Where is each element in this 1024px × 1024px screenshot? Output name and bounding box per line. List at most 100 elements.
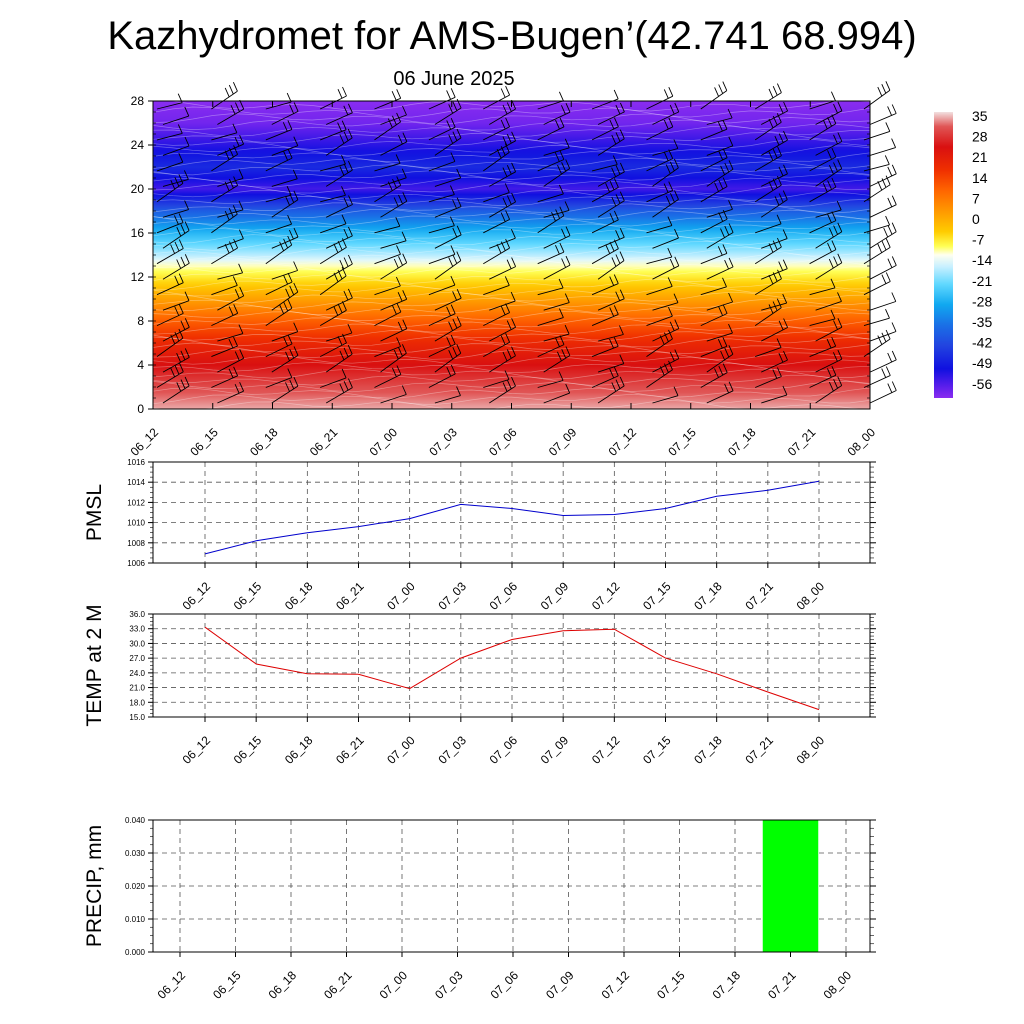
x-tick-label: 07_06 <box>487 579 521 613</box>
x-tick-label: 07_12 <box>606 425 640 459</box>
y-tick-label: 1014 <box>127 478 145 487</box>
x-tick-label: 06_18 <box>282 579 316 613</box>
x-tick-label: 06_12 <box>180 733 214 767</box>
colorbar-label: -49 <box>972 355 992 371</box>
x-tick-label: 07_09 <box>538 579 572 613</box>
temp2m-panel: 15.0 18.0 21.0 24.0 27.0 30.0 33.0 36.0 06_12 06_… <box>83 604 876 767</box>
colorbar-label: -42 <box>972 335 992 351</box>
y-tick-label: 36.0 <box>129 610 145 619</box>
y-tick-label: 1008 <box>127 539 145 548</box>
x-tick-label: 07_12 <box>589 579 623 613</box>
x-tick-label: 07_12 <box>599 968 633 1002</box>
x-tick-label: 08_00 <box>794 733 828 767</box>
y-tick-label: 1012 <box>127 498 145 507</box>
x-tick-label: 07_06 <box>486 425 520 459</box>
panel-frame <box>152 461 871 564</box>
x-tick-label: 07_15 <box>640 733 674 767</box>
x-tick-label: 06_12 <box>180 579 214 613</box>
x-tick-label: 07_03 <box>426 425 460 459</box>
y-tick-label: 0.020 <box>125 882 146 891</box>
y-tick-label: 0.030 <box>125 849 146 858</box>
colorbar-label: -7 <box>972 232 985 248</box>
y-tick-label: 0.040 <box>125 816 146 825</box>
chart-subtitle: 06 June 2025 <box>393 68 515 90</box>
x-tick-label: 06_21 <box>307 425 341 459</box>
panel-frame <box>152 819 871 953</box>
x-tick-label: 06_18 <box>247 425 281 459</box>
x-tick-label: 08_00 <box>821 968 855 1002</box>
pmsl-panel: 1006 1008 1010 1012 1014 1016 06_12 06_15 06_18 0… <box>83 458 876 613</box>
colorbar-label: -35 <box>972 314 992 330</box>
chart-title: Kazhydromet for AMS-Bugen’(42.741 68.994… <box>107 14 917 58</box>
y-tick-label: 0 <box>137 402 144 416</box>
colorbar-label: 0 <box>972 211 980 227</box>
x-tick-label: 06_12 <box>155 968 189 1002</box>
x-tick-label: 07_03 <box>432 968 466 1002</box>
y-tick-label: 24.0 <box>129 669 145 678</box>
x-tick-label: 08_00 <box>845 425 879 459</box>
x-tick-label: 07_00 <box>384 733 418 767</box>
temperature-field <box>153 101 870 409</box>
x-tick-label: 07_03 <box>435 579 469 613</box>
colorbar-label: 21 <box>972 149 988 165</box>
wind-barbs <box>156 81 897 404</box>
x-tick-label: 07_18 <box>691 733 725 767</box>
x-tick-label: 07_18 <box>691 579 725 613</box>
x-tick-label: 07_18 <box>725 425 759 459</box>
y-tick-label: 1010 <box>127 519 145 528</box>
y-axis-label: PMSL <box>83 484 106 541</box>
colorbar-label: -14 <box>972 252 992 268</box>
precip-bar <box>762 820 819 952</box>
x-tick-label: 07_06 <box>488 968 522 1002</box>
x-tick-label: 07_21 <box>742 733 776 767</box>
x-tick-label: 07_21 <box>785 425 819 459</box>
x-tick-label: 07_09 <box>538 733 572 767</box>
y-tick-label: 1016 <box>127 458 145 467</box>
x-tick-label: 07_12 <box>589 733 623 767</box>
y-tick-label: 12 <box>131 270 145 284</box>
x-tick-label: 06_12 <box>128 425 162 459</box>
y-tick-label: 1006 <box>127 559 145 568</box>
pmsl-panel-line <box>204 480 820 555</box>
y-tick-label: 0.000 <box>125 948 146 957</box>
isotherm-lines <box>152 100 871 412</box>
x-tick-label: 06_21 <box>321 968 355 1002</box>
x-tick-label: 06_18 <box>282 733 316 767</box>
x-tick-label: 07_09 <box>546 425 580 459</box>
y-tick-label: 33.0 <box>129 625 145 634</box>
y-tick-label: 15.0 <box>129 713 145 722</box>
y-tick-label: 21.0 <box>129 684 145 693</box>
panel-frame <box>152 613 871 718</box>
y-tick-label: 8 <box>137 314 144 328</box>
colorbar-scale <box>934 112 953 398</box>
profile-panel: 0 4 8 12 16 20 24 28 06_12 06_15 06_18 06_21 07_00 07… <box>128 81 897 459</box>
y-tick-label: 18.0 <box>129 698 145 707</box>
x-tick-label: 07_00 <box>377 968 411 1002</box>
x-tick-label: 07_15 <box>665 425 699 459</box>
x-tick-label: 07_09 <box>543 968 577 1002</box>
x-tick-label: 06_15 <box>231 579 265 613</box>
y-tick-label: 27.0 <box>129 654 145 663</box>
x-tick-label: 06_18 <box>266 968 300 1002</box>
x-tick-label: 07_06 <box>487 733 521 767</box>
y-tick-label: 20 <box>131 182 145 196</box>
x-tick-label: 06_21 <box>333 579 367 613</box>
y-axis-label: PRECIP, mm <box>83 825 106 947</box>
x-tick-label: 07_21 <box>742 579 776 613</box>
x-tick-label: 07_15 <box>640 579 674 613</box>
x-tick-label: 07_00 <box>384 579 418 613</box>
temp2m-panel-line <box>204 626 820 711</box>
colorbar-label: 14 <box>972 170 988 186</box>
y-axis-label: TEMP at 2 M <box>83 604 106 726</box>
x-tick-label: 07_21 <box>765 968 799 1002</box>
x-tick-label: 07_15 <box>654 968 688 1002</box>
colorbar-label: -56 <box>972 376 992 392</box>
x-tick-label: 07_00 <box>367 425 401 459</box>
colorbar-label: -28 <box>972 293 992 309</box>
colorbar-label: 35 <box>972 108 988 124</box>
y-tick-label: 24 <box>131 138 145 152</box>
y-tick-label: 16 <box>131 226 145 240</box>
x-tick-label: 08_00 <box>794 579 828 613</box>
x-tick-label: 06_15 <box>210 968 244 1002</box>
